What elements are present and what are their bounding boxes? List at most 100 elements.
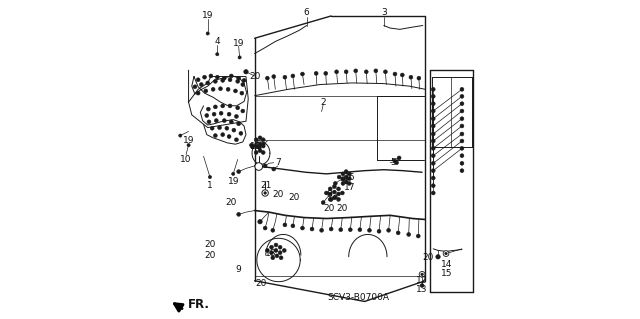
Circle shape: [228, 104, 232, 108]
Circle shape: [460, 146, 464, 150]
Circle shape: [421, 273, 423, 276]
Circle shape: [395, 161, 399, 165]
Circle shape: [274, 243, 278, 247]
Circle shape: [341, 182, 345, 185]
Text: 19: 19: [183, 136, 195, 145]
Text: 20: 20: [204, 240, 216, 249]
Circle shape: [460, 139, 464, 143]
Circle shape: [460, 154, 464, 158]
Text: 20: 20: [249, 72, 260, 81]
Text: 20: 20: [255, 279, 267, 288]
Circle shape: [196, 91, 200, 95]
Circle shape: [419, 271, 425, 277]
Circle shape: [242, 78, 246, 82]
Circle shape: [241, 83, 244, 86]
Circle shape: [214, 105, 218, 109]
Circle shape: [238, 56, 241, 59]
Circle shape: [261, 138, 265, 142]
Text: 19: 19: [233, 39, 244, 48]
Circle shape: [348, 182, 351, 185]
Circle shape: [339, 228, 342, 232]
Circle shape: [261, 144, 265, 148]
Circle shape: [460, 132, 464, 136]
Text: 16: 16: [344, 173, 355, 182]
Circle shape: [244, 70, 248, 74]
Circle shape: [329, 227, 333, 231]
Circle shape: [291, 74, 295, 78]
Circle shape: [234, 138, 238, 142]
Text: FR.: FR.: [188, 298, 210, 311]
Circle shape: [328, 192, 332, 196]
Circle shape: [354, 69, 358, 73]
Circle shape: [214, 134, 218, 137]
Circle shape: [263, 164, 267, 168]
Circle shape: [282, 249, 286, 252]
Circle shape: [257, 145, 261, 149]
Circle shape: [348, 177, 351, 181]
Text: 14: 14: [440, 260, 452, 269]
Circle shape: [207, 120, 211, 124]
Text: 18: 18: [265, 249, 276, 258]
Circle shape: [358, 228, 362, 232]
Circle shape: [234, 89, 237, 93]
Text: 7: 7: [275, 158, 281, 167]
Circle shape: [283, 223, 287, 227]
Circle shape: [240, 91, 244, 95]
Circle shape: [227, 135, 231, 138]
Text: 1: 1: [207, 181, 213, 189]
Circle shape: [255, 163, 262, 170]
Circle shape: [261, 142, 265, 146]
Circle shape: [324, 191, 328, 195]
Text: 21: 21: [260, 181, 271, 189]
Circle shape: [337, 175, 341, 179]
Circle shape: [258, 149, 262, 152]
Text: 19: 19: [202, 11, 214, 20]
Circle shape: [409, 75, 413, 79]
Circle shape: [227, 112, 231, 116]
Circle shape: [333, 195, 337, 199]
Circle shape: [219, 111, 223, 115]
Circle shape: [241, 109, 244, 113]
Circle shape: [254, 144, 258, 148]
Circle shape: [187, 144, 190, 147]
Circle shape: [209, 74, 213, 78]
Circle shape: [269, 245, 273, 249]
Circle shape: [460, 161, 464, 165]
Circle shape: [236, 79, 239, 83]
Circle shape: [211, 87, 215, 91]
Circle shape: [225, 126, 228, 130]
Circle shape: [226, 87, 230, 91]
Circle shape: [196, 78, 200, 82]
Circle shape: [397, 156, 401, 160]
Circle shape: [261, 151, 265, 154]
Text: 15: 15: [440, 269, 452, 278]
Circle shape: [221, 104, 225, 108]
Circle shape: [274, 249, 278, 252]
Circle shape: [301, 226, 305, 230]
Circle shape: [234, 115, 238, 118]
Circle shape: [431, 109, 435, 113]
Circle shape: [232, 172, 235, 175]
Circle shape: [407, 233, 411, 236]
Circle shape: [460, 87, 464, 91]
Circle shape: [431, 117, 435, 121]
Circle shape: [216, 75, 219, 79]
Circle shape: [333, 182, 337, 185]
Circle shape: [209, 175, 212, 179]
Circle shape: [332, 196, 336, 200]
Circle shape: [436, 255, 440, 259]
Circle shape: [460, 117, 464, 121]
Circle shape: [179, 134, 182, 137]
Text: 20: 20: [323, 204, 335, 213]
Circle shape: [263, 226, 267, 230]
Circle shape: [310, 227, 314, 231]
Circle shape: [431, 94, 435, 98]
Circle shape: [393, 72, 397, 76]
Circle shape: [320, 228, 323, 232]
Circle shape: [271, 256, 275, 260]
Circle shape: [460, 169, 464, 173]
Circle shape: [321, 201, 325, 204]
Circle shape: [272, 75, 276, 78]
Circle shape: [401, 73, 404, 77]
Text: 3: 3: [381, 8, 387, 17]
